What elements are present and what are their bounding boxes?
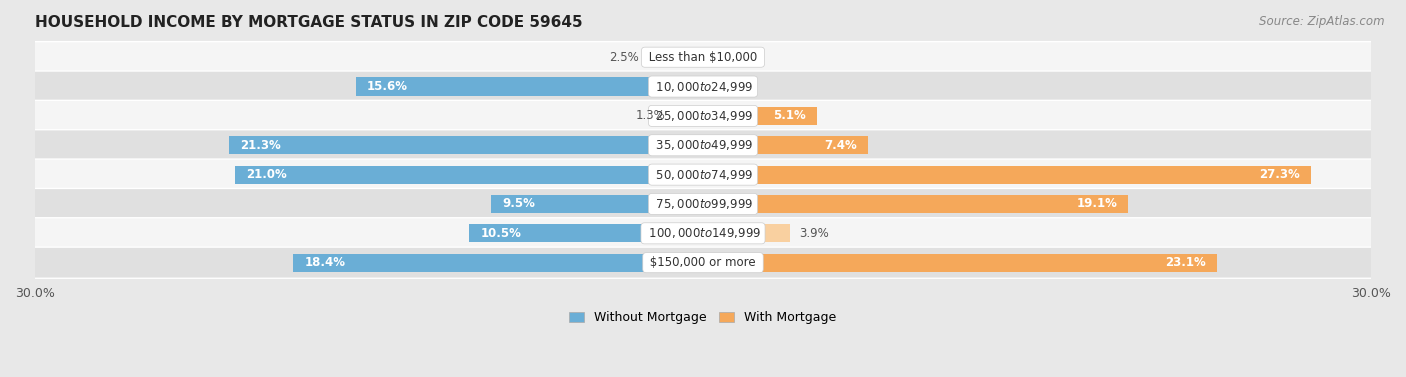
Text: 21.3%: 21.3%: [240, 139, 281, 152]
Text: Source: ZipAtlas.com: Source: ZipAtlas.com: [1260, 15, 1385, 28]
Text: 5.1%: 5.1%: [773, 109, 806, 123]
Text: 9.5%: 9.5%: [502, 198, 536, 210]
Text: $25,000 to $34,999: $25,000 to $34,999: [652, 109, 754, 123]
Text: 15.6%: 15.6%: [367, 80, 408, 93]
Text: $50,000 to $74,999: $50,000 to $74,999: [652, 168, 754, 182]
Bar: [470, 224, 703, 242]
Text: $100,000 to $149,999: $100,000 to $149,999: [644, 226, 762, 240]
Bar: [703, 224, 790, 242]
Bar: [703, 254, 1218, 272]
Text: 7.4%: 7.4%: [824, 139, 856, 152]
Text: 23.1%: 23.1%: [1166, 256, 1206, 269]
FancyBboxPatch shape: [25, 218, 1381, 249]
Text: 27.3%: 27.3%: [1258, 168, 1299, 181]
Text: 1.3%: 1.3%: [636, 109, 665, 123]
FancyBboxPatch shape: [25, 188, 1381, 219]
FancyBboxPatch shape: [25, 41, 1381, 73]
Bar: [703, 107, 817, 125]
Text: $150,000 or more: $150,000 or more: [647, 256, 759, 269]
Text: Less than $10,000: Less than $10,000: [645, 51, 761, 64]
Text: 19.1%: 19.1%: [1077, 198, 1118, 210]
Text: $75,000 to $99,999: $75,000 to $99,999: [652, 197, 754, 211]
Bar: [703, 166, 1310, 184]
Text: 3.9%: 3.9%: [799, 227, 828, 240]
FancyBboxPatch shape: [25, 247, 1381, 278]
Legend: Without Mortgage, With Mortgage: Without Mortgage, With Mortgage: [564, 306, 842, 329]
Text: 2.5%: 2.5%: [609, 51, 638, 64]
FancyBboxPatch shape: [25, 71, 1381, 102]
Bar: [703, 195, 1129, 213]
Text: 10.5%: 10.5%: [481, 227, 522, 240]
Bar: [492, 195, 703, 213]
Bar: [356, 77, 703, 96]
FancyBboxPatch shape: [25, 100, 1381, 132]
Bar: [229, 136, 703, 154]
Text: HOUSEHOLD INCOME BY MORTGAGE STATUS IN ZIP CODE 59645: HOUSEHOLD INCOME BY MORTGAGE STATUS IN Z…: [35, 15, 582, 30]
Text: 18.4%: 18.4%: [304, 256, 346, 269]
Text: 21.0%: 21.0%: [246, 168, 287, 181]
Text: $35,000 to $49,999: $35,000 to $49,999: [652, 138, 754, 152]
Bar: [673, 107, 703, 125]
Bar: [294, 254, 703, 272]
FancyBboxPatch shape: [25, 130, 1381, 161]
Bar: [235, 166, 703, 184]
Text: $10,000 to $24,999: $10,000 to $24,999: [652, 80, 754, 93]
Bar: [647, 48, 703, 66]
Bar: [703, 136, 868, 154]
FancyBboxPatch shape: [25, 159, 1381, 190]
